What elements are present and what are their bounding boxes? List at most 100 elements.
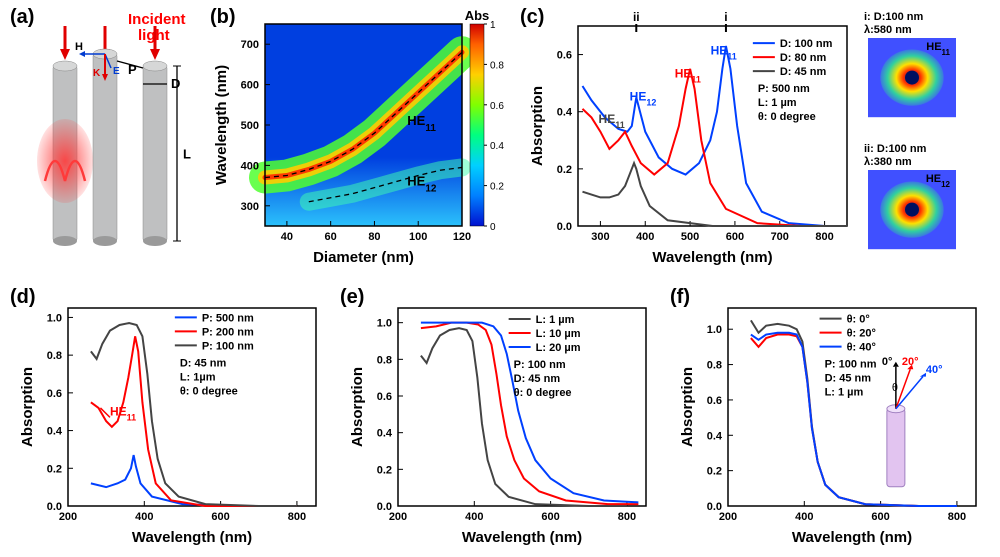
svg-text:P: 100 nm: P: 100 nm: [202, 340, 254, 352]
svg-text:0.2: 0.2: [557, 164, 572, 176]
panel-c: (c) 3004005006007008000.00.20.40.6Wavele…: [520, 6, 855, 266]
svg-text:Absorption: Absorption: [679, 367, 696, 447]
svg-text:1: 1: [490, 20, 496, 31]
svg-text:600: 600: [871, 511, 889, 523]
svg-text:600: 600: [211, 511, 229, 523]
svg-text:Incident: Incident: [128, 11, 186, 28]
svg-text:Wavelength (nm): Wavelength (nm): [792, 529, 912, 546]
absorption-spectra-period: 2004006008000.00.20.40.60.81.0Wavelength…: [10, 286, 326, 546]
svg-text:40°: 40°: [926, 364, 943, 376]
svg-text:D: 80 nm: D: 80 nm: [780, 52, 827, 64]
svg-text:800: 800: [618, 511, 636, 523]
svg-text:400: 400: [135, 511, 153, 523]
svg-text:400: 400: [241, 160, 259, 172]
absorption-spectra-angle: 2004006008000.00.20.40.60.81.0Wavelength…: [670, 286, 986, 546]
svg-text:ii: D:100 nm: ii: D:100 nm: [864, 143, 927, 155]
svg-text:D: D: [171, 76, 180, 91]
svg-text:400: 400: [465, 511, 483, 523]
svg-text:D: 45 nm: D: 45 nm: [825, 373, 872, 385]
svg-text:0.6: 0.6: [557, 50, 572, 62]
svg-text:Wavelength (nm): Wavelength (nm): [462, 529, 582, 546]
svg-text:0.8: 0.8: [47, 350, 62, 362]
svg-text:θ: 0 degree: θ: 0 degree: [180, 385, 238, 397]
panel-label-c: (c): [520, 6, 544, 29]
svg-text:0.8: 0.8: [490, 60, 504, 71]
svg-text:0.4: 0.4: [557, 107, 573, 119]
svg-text:L: 1 µm: L: 1 µm: [758, 97, 797, 109]
panel-c-insets: i: D:100 nmλ:580 nmHE11ii: D:100 nmλ:380…: [862, 6, 990, 266]
svg-text:0.4: 0.4: [490, 141, 504, 152]
svg-text:1.0: 1.0: [377, 318, 392, 330]
panel-e: (e) 2004006008000.00.20.40.60.81.0Wavele…: [340, 286, 656, 546]
svg-text:θ: 20°: θ: 20°: [847, 328, 876, 340]
svg-text:i: i: [724, 10, 727, 24]
panel-d: (d) 2004006008000.00.20.40.60.81.0Wavele…: [10, 286, 326, 546]
svg-text:Wavelength (nm): Wavelength (nm): [132, 529, 252, 546]
svg-text:700: 700: [241, 39, 259, 51]
heatmap-chart: 406080100120300400500600700Diameter (nm)…: [210, 6, 510, 266]
svg-text:P: 500 nm: P: 500 nm: [758, 83, 810, 95]
svg-text:D: 45 nm: D: 45 nm: [180, 357, 227, 369]
svg-text:i: D:100 nm: i: D:100 nm: [864, 11, 924, 23]
svg-text:Absorption: Absorption: [529, 86, 546, 166]
svg-text:800: 800: [815, 231, 833, 243]
svg-text:HE11: HE11: [599, 112, 625, 130]
svg-text:L: 1 µm: L: 1 µm: [825, 387, 864, 399]
svg-text:L: 20 µm: L: 20 µm: [536, 342, 581, 354]
svg-text:0.2: 0.2: [490, 182, 504, 193]
svg-text:100: 100: [409, 231, 427, 243]
svg-text:λ:380 nm: λ:380 nm: [864, 156, 912, 168]
svg-text:H: H: [75, 41, 83, 53]
svg-text:0.0: 0.0: [557, 221, 572, 233]
panel-label-d: (d): [10, 286, 36, 309]
svg-text:400: 400: [636, 231, 654, 243]
svg-text:θ: θ: [892, 382, 898, 394]
svg-text:0.0: 0.0: [377, 501, 392, 513]
svg-text:0: 0: [490, 222, 496, 233]
svg-text:0.8: 0.8: [707, 360, 722, 372]
svg-text:ii: ii: [633, 10, 640, 24]
svg-text:400: 400: [795, 511, 813, 523]
svg-text:Wavelength (nm): Wavelength (nm): [652, 249, 772, 266]
svg-text:600: 600: [726, 231, 744, 243]
panel-label-a: (a): [10, 6, 34, 29]
svg-text:0.2: 0.2: [47, 463, 62, 475]
svg-text:D: 45 nm: D: 45 nm: [780, 66, 827, 78]
svg-text:300: 300: [241, 201, 259, 213]
svg-text:θ: 40°: θ: 40°: [847, 342, 876, 354]
svg-text:λ:580 nm: λ:580 nm: [864, 24, 912, 36]
nanowire-schematic: IncidentlightHEKPDL: [10, 6, 200, 266]
svg-text:700: 700: [771, 231, 789, 243]
svg-text:800: 800: [288, 511, 306, 523]
svg-text:L: 1 µm: L: 1 µm: [536, 314, 575, 326]
svg-text:1.0: 1.0: [707, 324, 722, 336]
svg-text:20°: 20°: [902, 356, 919, 368]
svg-text:θ: 0 degree: θ: 0 degree: [514, 387, 572, 399]
svg-text:80: 80: [368, 231, 380, 243]
svg-text:0.0: 0.0: [47, 501, 62, 513]
svg-text:0.6: 0.6: [490, 101, 504, 112]
svg-text:0.4: 0.4: [707, 430, 723, 442]
panel-a: (a) IncidentlightHEKPDL: [10, 6, 200, 266]
svg-text:Diameter (nm): Diameter (nm): [313, 249, 414, 266]
svg-text:0°: 0°: [882, 356, 893, 368]
svg-text:Wavelength (nm): Wavelength (nm): [213, 65, 230, 185]
svg-text:0.6: 0.6: [377, 391, 392, 403]
panel-b: (b) 406080100120300400500600700Diameter …: [210, 6, 510, 266]
svg-text:D: 45 nm: D: 45 nm: [514, 373, 561, 385]
absorption-spectra-diameter: 3004005006007008000.00.20.40.6Wavelength…: [520, 6, 855, 266]
panel-f: (f) 2004006008000.00.20.40.60.81.0Wavele…: [670, 286, 986, 546]
svg-text:K: K: [93, 68, 101, 79]
svg-text:θ: 0°: θ: 0°: [847, 314, 870, 326]
svg-text:300: 300: [591, 231, 609, 243]
svg-text:P: 500 nm: P: 500 nm: [202, 312, 254, 324]
svg-text:40: 40: [281, 231, 293, 243]
svg-text:0.6: 0.6: [707, 395, 722, 407]
svg-text:0.6: 0.6: [47, 388, 62, 400]
svg-text:θ: 0 degree: θ: 0 degree: [758, 111, 816, 123]
svg-text:L: 10 µm: L: 10 µm: [536, 328, 581, 340]
svg-text:0.4: 0.4: [377, 428, 393, 440]
svg-text:Absorption: Absorption: [19, 367, 36, 447]
svg-text:E: E: [113, 66, 120, 77]
svg-text:L: 1µm: L: 1µm: [180, 371, 216, 383]
